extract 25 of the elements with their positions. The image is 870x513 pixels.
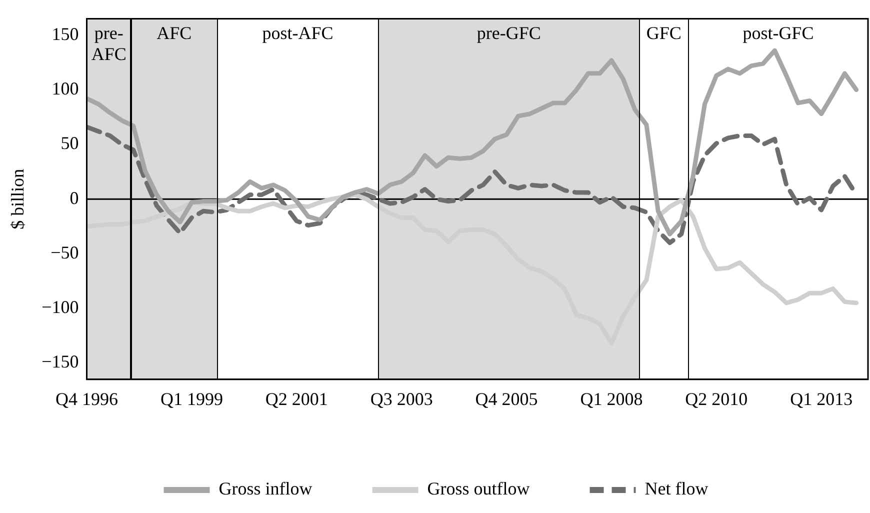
x-tick-label: Q4 1996 xyxy=(56,388,118,409)
annotation: AFC xyxy=(156,22,193,44)
x-tick-label: Q2 2010 xyxy=(685,388,748,409)
annotation: post-AFC xyxy=(261,22,334,44)
y-tick-label: 0 xyxy=(70,188,79,208)
y-tick-label: −150 xyxy=(42,352,79,372)
y-tick-label: −50 xyxy=(50,242,79,262)
y-tick-label: 100 xyxy=(52,78,79,99)
annotation: pre-GFC xyxy=(476,22,542,44)
legend-label: Gross inflow xyxy=(218,478,312,499)
y-tick-label: 150 xyxy=(52,24,79,44)
legend-label: Net flow xyxy=(644,478,708,499)
legend-label: Gross outflow xyxy=(427,478,530,499)
x-tick-label: Q1 1999 xyxy=(160,388,223,409)
x-tick-label: Q1 2008 xyxy=(580,388,643,409)
annotation: post-GFC xyxy=(742,22,815,44)
x-tick-label: Q1 2013 xyxy=(790,388,853,409)
annotation: GFC xyxy=(645,22,682,44)
y-tick-label: −100 xyxy=(42,297,79,318)
y-tick-label: 50 xyxy=(60,133,79,154)
x-tick-label: Q3 2003 xyxy=(370,388,433,409)
x-tick-label: Q4 2005 xyxy=(475,388,538,409)
y-axis-title: $ billion xyxy=(8,168,28,230)
annotation: pre-AFC xyxy=(90,22,128,65)
x-tick-label: Q2 2001 xyxy=(265,388,328,409)
